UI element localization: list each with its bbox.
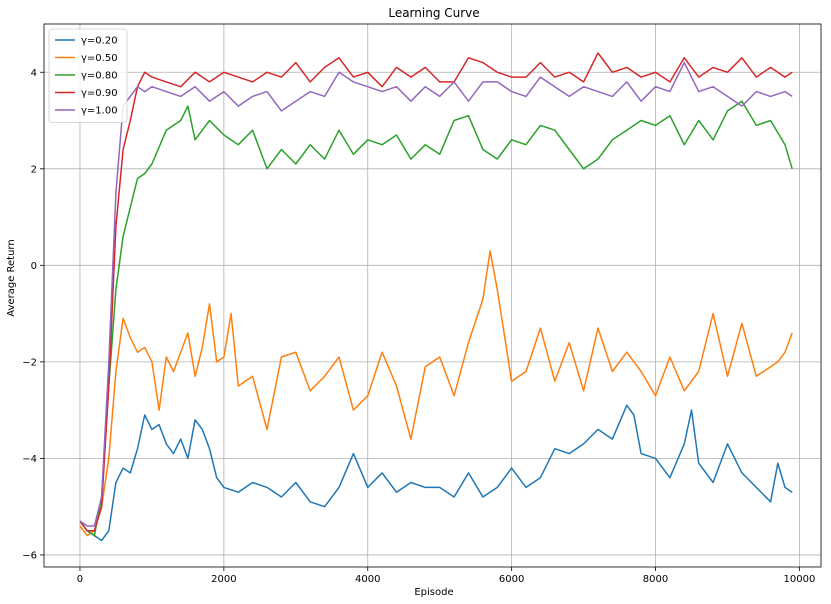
chart-title: Learning Curve: [388, 6, 479, 20]
y-tick-label: −4: [22, 454, 37, 465]
y-tick-label: 0: [31, 261, 37, 272]
y-axis-label: Average Return: [6, 239, 17, 316]
x-axis-label: Episode: [414, 587, 453, 598]
grid: [44, 24, 821, 567]
series-line-3: [79, 100, 793, 537]
series-line-2: [79, 250, 793, 537]
y-tick-label: 4: [31, 68, 37, 79]
legend-label: γ=0.50: [81, 53, 118, 64]
y-tick-label: 2: [31, 164, 37, 175]
x-tick-label: 6000: [499, 574, 524, 585]
x-tick-label: 10000: [784, 574, 816, 585]
series-line-1: [79, 404, 793, 542]
axis-ticks: 0 2000 4000 6000 8000 10000 −6 −4 −2 0 2 4: [22, 68, 815, 585]
legend-box: [48, 28, 128, 123]
series-line-4: [79, 52, 793, 532]
y-tick-label: −6: [22, 550, 37, 561]
series-lines: [79, 52, 793, 542]
legend-label: γ=1.00: [81, 106, 118, 117]
y-tick-label: −2: [22, 357, 37, 368]
x-tick-label: 8000: [643, 574, 668, 585]
legend-label: γ=0.90: [81, 88, 118, 99]
legend-label: γ=0.20: [81, 36, 118, 47]
x-tick-label: 4000: [355, 574, 380, 585]
series-line-5: [79, 61, 793, 527]
x-tick-label: 0: [77, 574, 83, 585]
legend-label: γ=0.80: [81, 71, 118, 82]
axes-frame: [43, 23, 822, 568]
legend: γ=0.20 γ=0.50 γ=0.80 γ=0.90 γ=1.00: [48, 28, 128, 123]
x-tick-label: 2000: [211, 574, 236, 585]
